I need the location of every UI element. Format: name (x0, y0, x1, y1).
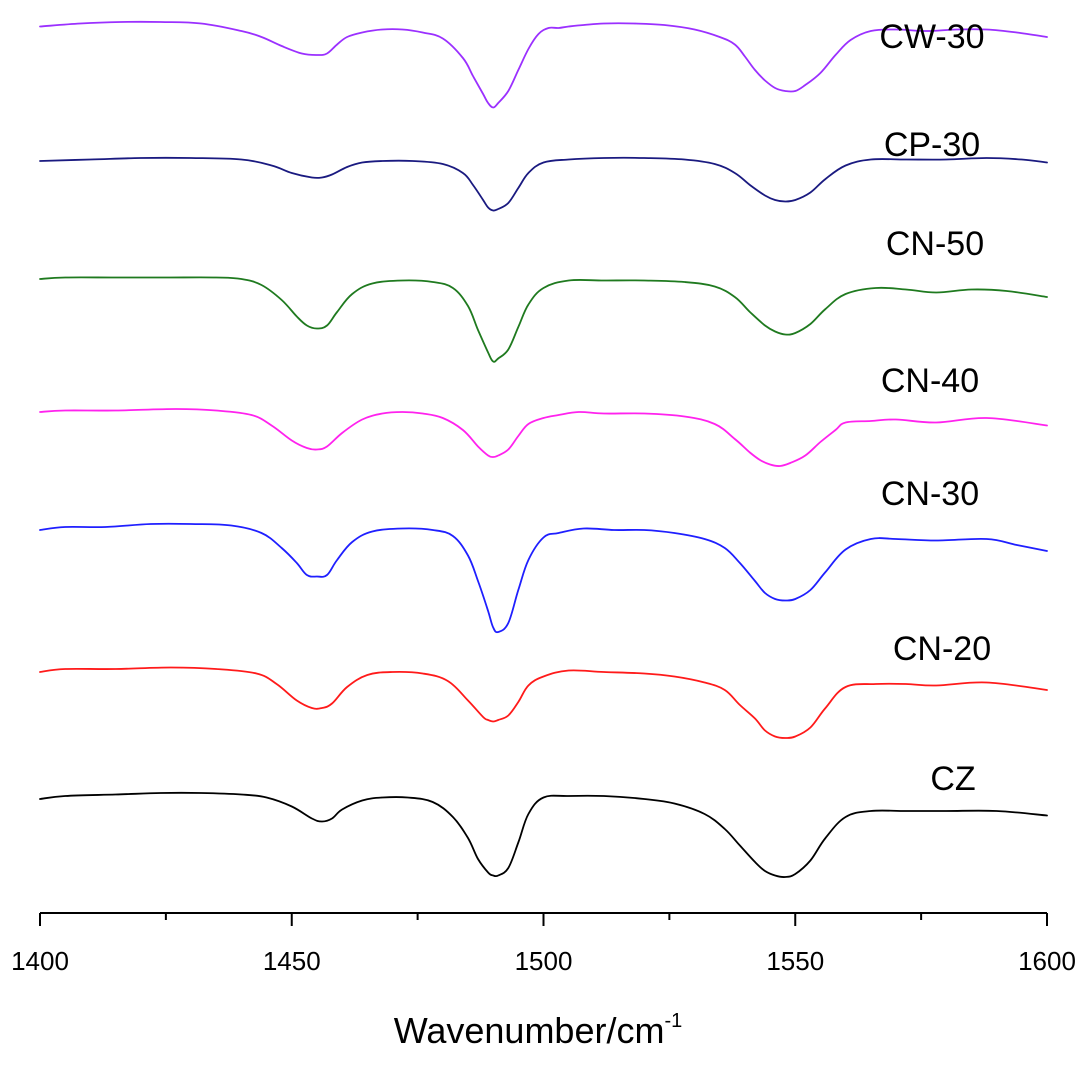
series-label-cn-20: CN-20 (893, 630, 991, 668)
series-label-cz: CZ (930, 760, 975, 798)
series-line-cp-30 (39, 156, 1048, 212)
x-tick-label-1550: 1550 (766, 946, 824, 976)
series-label-cn-50: CN-50 (886, 225, 984, 263)
series-line-cw-30 (39, 20, 1048, 109)
series-label-cp-30: CP-30 (884, 126, 980, 164)
x-axis-title: Wavenumber/cm-1 (394, 1010, 683, 1051)
series-label-cw-30: CW-30 (879, 18, 984, 56)
series-line-cn-40 (39, 408, 1048, 467)
x-axis-title-superscript: -1 (664, 1010, 682, 1032)
series-label-cn-40: CN-40 (881, 362, 979, 400)
x-tick-label-1500: 1500 (515, 946, 573, 976)
x-tick-label-1450: 1450 (263, 946, 321, 976)
x-axis-title-text: Wavenumber/cm (394, 1010, 665, 1051)
x-tick-label-1400: 1400 (11, 946, 69, 976)
series-line-cn-30 (39, 522, 1048, 634)
series-label-layer: CW-30 CP-30 CN-50 CN-40 CN-30 CN-20 CZ (879, 18, 991, 798)
series-line-cn-20 (39, 666, 1048, 739)
x-axis-ticks: 1400 1450 1500 1550 1600 (11, 913, 1076, 976)
series-layer (39, 20, 1048, 878)
series-line-cn-50 (39, 276, 1048, 363)
series-line-cz (39, 791, 1048, 878)
series-label-cn-30: CN-30 (881, 475, 979, 513)
x-tick-label-1600: 1600 (1018, 946, 1076, 976)
